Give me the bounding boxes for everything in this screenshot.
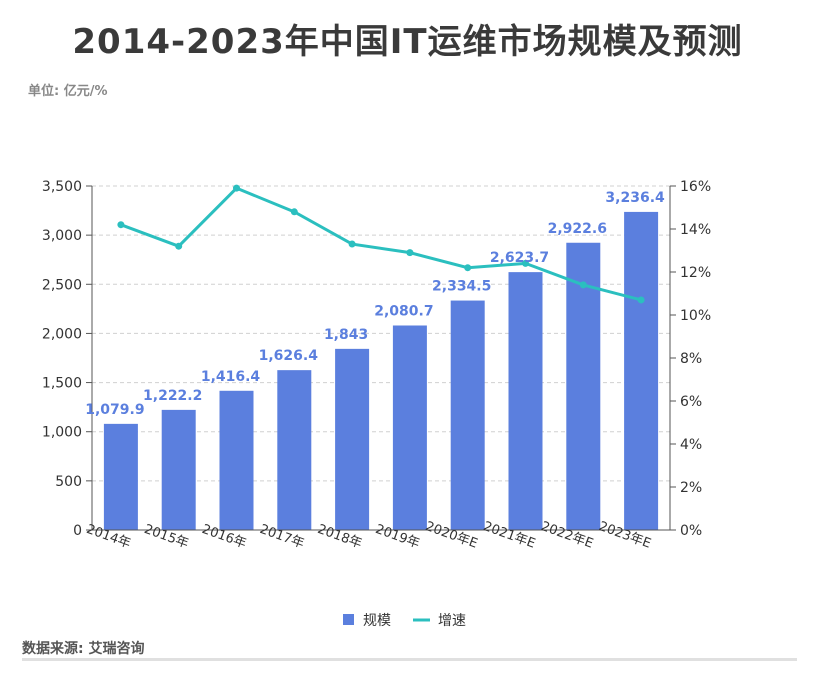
y-right-tick-label: 2%	[680, 480, 702, 496]
y-right-tick-label: 16%	[680, 179, 711, 195]
growth-point	[637, 296, 645, 304]
growth-point	[290, 208, 298, 216]
y-left-tick-label: 0	[73, 523, 82, 539]
bar	[219, 390, 254, 530]
bar	[392, 325, 427, 530]
bar	[161, 409, 196, 530]
y-right-tick-label: 4%	[680, 437, 702, 453]
source-note: 数据来源: 艾瑞咨询	[22, 641, 145, 657]
growth-point	[522, 259, 529, 267]
bar-data-label: 1,416.4	[201, 369, 261, 385]
divider	[22, 658, 797, 661]
bar-data-label: 2,623.7	[490, 250, 549, 266]
legend-label-line: 增速	[438, 613, 466, 629]
y-right-tick-label: 8%	[680, 351, 702, 367]
bar-data-label: 1,626.4	[259, 348, 319, 364]
bar	[624, 211, 659, 530]
y-left-tick-label: 1,500	[42, 376, 82, 392]
bar-data-label: 2,922.6	[548, 221, 607, 237]
bar	[277, 370, 312, 530]
growth-point	[175, 242, 183, 250]
bar	[508, 272, 543, 530]
y-right-tick-label: 6%	[680, 394, 702, 410]
bar	[566, 242, 601, 530]
legend: 规模 增速	[343, 613, 466, 629]
y-left-tick-label: 2,500	[42, 277, 82, 293]
growth-line	[117, 184, 645, 304]
growth-point	[117, 221, 125, 229]
y-left-tick-label: 3,500	[42, 179, 82, 195]
grid-lines	[92, 185, 670, 482]
bar-data-label: 2,334.5	[432, 279, 491, 295]
legend-label-bar: 规模	[363, 613, 391, 629]
bar-data-label: 1,079.9	[85, 402, 144, 418]
y-right-tick-label: 14%	[680, 222, 711, 238]
y-left-tick-label: 1,000	[42, 425, 82, 441]
growth-point	[233, 184, 240, 192]
bars	[103, 211, 659, 530]
legend-swatch-bar	[343, 614, 354, 625]
growth-point	[579, 281, 587, 289]
bar	[335, 348, 370, 530]
y-right-tick-label: 10%	[680, 308, 711, 324]
bar-data-label: 1,843	[324, 327, 368, 343]
growth-point	[406, 249, 414, 257]
growth-point	[464, 264, 472, 272]
bar-data-label: 1,222.2	[143, 388, 202, 404]
bar	[103, 423, 138, 530]
growth-point	[348, 240, 356, 248]
bar	[450, 300, 485, 530]
data-labels: 1,079.91,222.2 1,416.4 1,626.4 1,843 2,080.7…	[85, 190, 665, 418]
bar-data-label: 3,236.4	[605, 190, 665, 206]
y-right-tick-label: 12%	[680, 265, 711, 281]
y-right-tick-label: 0%	[680, 523, 702, 539]
y-left-tick-label: 3,000	[42, 228, 82, 244]
bar-data-label: 2,080.7	[374, 303, 433, 319]
growth-line-path	[120, 186, 642, 302]
unit-label: 单位: 亿元/%	[28, 84, 108, 99]
y-left-tick-label: 500	[55, 474, 82, 490]
y-left-tick-label: 2,000	[42, 326, 82, 342]
chart-title: 2014-2023年中国IT运维市场规模及预测	[72, 22, 743, 62]
